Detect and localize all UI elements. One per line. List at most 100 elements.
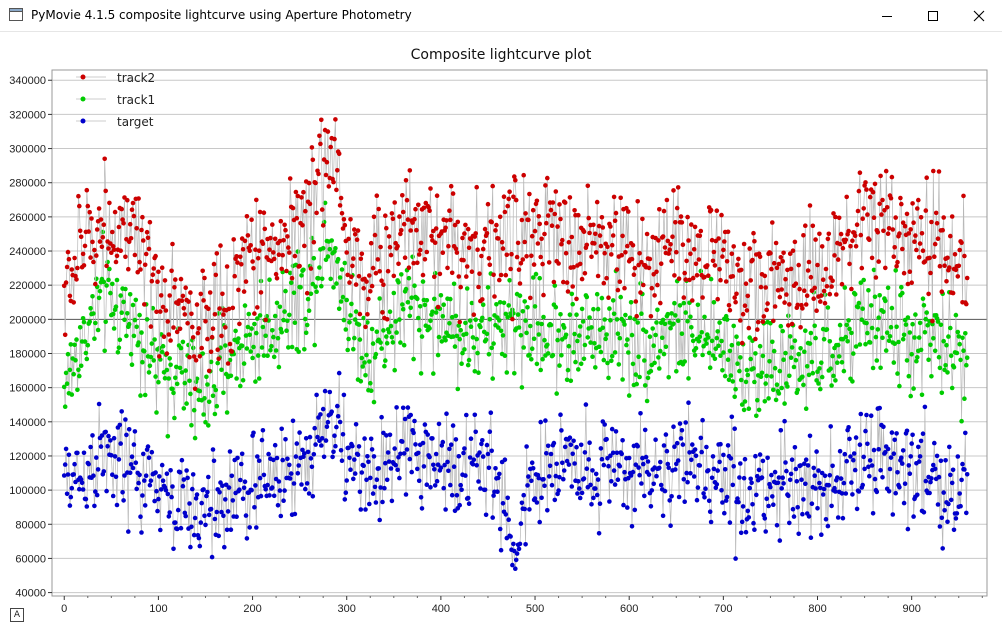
data-point bbox=[340, 432, 346, 437]
data-point bbox=[710, 454, 716, 459]
data-point bbox=[364, 352, 369, 358]
data-point bbox=[746, 406, 752, 412]
data-point bbox=[348, 313, 353, 318]
data-point bbox=[709, 475, 715, 481]
data-point bbox=[239, 343, 245, 349]
data-point bbox=[280, 252, 286, 258]
data-point bbox=[805, 463, 811, 468]
data-point bbox=[181, 477, 187, 482]
data-point bbox=[159, 462, 165, 468]
data-point bbox=[268, 348, 273, 353]
data-point bbox=[154, 410, 159, 415]
data-point bbox=[121, 299, 126, 305]
data-point bbox=[739, 519, 745, 525]
data-point bbox=[256, 376, 262, 381]
series-layer bbox=[61, 117, 970, 571]
data-point bbox=[592, 241, 597, 246]
data-point bbox=[485, 201, 491, 207]
data-point bbox=[243, 333, 249, 338]
data-point bbox=[846, 425, 851, 430]
data-point bbox=[167, 356, 172, 361]
data-point bbox=[238, 383, 243, 389]
data-point bbox=[835, 342, 841, 348]
data-point bbox=[629, 524, 635, 529]
data-point bbox=[805, 268, 811, 273]
data-point bbox=[76, 367, 81, 373]
data-point bbox=[399, 228, 404, 233]
data-point bbox=[709, 338, 715, 344]
data-point bbox=[608, 453, 613, 459]
close-button[interactable] bbox=[956, 0, 1002, 31]
data-point bbox=[751, 230, 756, 236]
data-point bbox=[294, 441, 300, 446]
data-point bbox=[752, 379, 757, 385]
data-point bbox=[116, 345, 122, 351]
data-point bbox=[538, 419, 543, 425]
data-point bbox=[199, 345, 204, 351]
data-point bbox=[717, 267, 722, 272]
data-point bbox=[819, 374, 825, 380]
data-point bbox=[425, 432, 431, 437]
data-point bbox=[869, 255, 875, 261]
data-point bbox=[687, 450, 692, 455]
data-point bbox=[913, 233, 918, 238]
data-point bbox=[731, 464, 736, 469]
data-point bbox=[762, 516, 768, 521]
data-point bbox=[783, 350, 788, 356]
data-point bbox=[775, 288, 781, 293]
data-point bbox=[366, 296, 371, 302]
data-point bbox=[370, 341, 376, 346]
maximize-button[interactable] bbox=[910, 0, 956, 31]
data-point bbox=[518, 521, 524, 526]
data-point bbox=[685, 318, 690, 324]
data-point bbox=[920, 248, 926, 253]
data-point bbox=[651, 343, 656, 349]
data-point bbox=[593, 365, 598, 370]
data-point bbox=[190, 345, 196, 351]
data-point bbox=[137, 472, 142, 478]
data-point bbox=[795, 505, 800, 510]
data-point bbox=[84, 187, 90, 193]
data-point bbox=[810, 370, 816, 376]
data-point bbox=[745, 372, 751, 378]
data-point bbox=[678, 214, 684, 219]
data-point bbox=[464, 286, 470, 291]
data-point bbox=[725, 357, 731, 363]
data-point bbox=[221, 390, 226, 396]
data-point bbox=[577, 324, 583, 329]
auto-range-button[interactable]: A bbox=[10, 608, 24, 622]
data-point bbox=[93, 281, 98, 287]
data-point bbox=[721, 247, 726, 253]
data-point bbox=[280, 457, 286, 463]
data-point bbox=[714, 335, 720, 341]
data-point bbox=[106, 277, 111, 283]
data-point bbox=[654, 320, 659, 325]
data-point bbox=[691, 474, 697, 479]
data-point bbox=[706, 468, 711, 473]
data-point bbox=[857, 170, 863, 175]
data-point bbox=[955, 274, 961, 279]
data-point bbox=[609, 252, 614, 257]
data-point bbox=[441, 485, 447, 491]
data-point bbox=[676, 494, 682, 500]
data-point bbox=[892, 341, 897, 347]
data-point bbox=[835, 515, 841, 520]
data-point bbox=[690, 338, 696, 344]
data-point bbox=[545, 342, 550, 348]
data-point bbox=[368, 436, 374, 442]
data-point bbox=[171, 546, 176, 552]
data-point bbox=[185, 321, 190, 326]
data-point bbox=[214, 403, 220, 409]
minimize-button[interactable] bbox=[864, 0, 910, 31]
data-point bbox=[850, 379, 855, 384]
data-point bbox=[254, 454, 260, 459]
x-tick-label: 300 bbox=[338, 603, 356, 615]
data-point bbox=[73, 358, 78, 363]
data-point bbox=[542, 337, 547, 343]
data-point bbox=[448, 482, 453, 488]
data-point bbox=[647, 334, 653, 340]
data-point bbox=[188, 290, 193, 295]
data-point bbox=[140, 214, 145, 220]
data-point bbox=[336, 370, 342, 376]
